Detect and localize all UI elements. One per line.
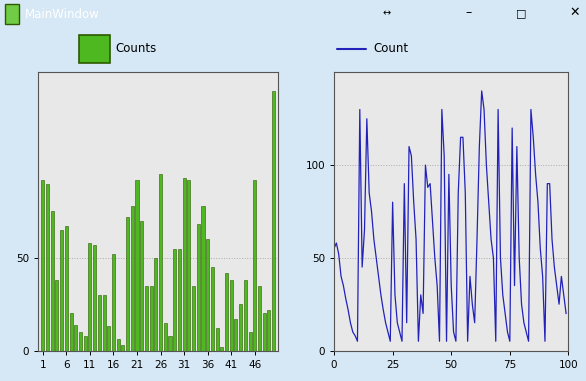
Text: ✕: ✕ — [569, 6, 580, 19]
Bar — [154, 258, 158, 351]
Bar — [70, 314, 73, 351]
Bar — [211, 267, 214, 351]
Bar — [234, 319, 237, 351]
Bar — [93, 245, 96, 351]
Bar — [107, 327, 110, 351]
Bar — [267, 310, 271, 351]
Bar — [202, 206, 205, 351]
Text: □: □ — [516, 8, 527, 18]
Bar — [126, 217, 129, 351]
Bar — [230, 280, 233, 351]
Bar — [65, 226, 68, 351]
Bar — [197, 224, 200, 351]
Bar — [131, 206, 134, 351]
Bar — [103, 295, 105, 351]
Text: –: – — [466, 6, 472, 19]
Bar — [79, 35, 110, 62]
Bar — [60, 230, 63, 351]
Bar — [84, 336, 87, 351]
Bar — [88, 243, 91, 351]
Bar — [220, 347, 223, 351]
Text: ↔: ↔ — [383, 8, 391, 18]
Bar — [244, 280, 247, 351]
Bar — [183, 178, 186, 351]
Bar — [121, 345, 124, 351]
Text: MainWindow: MainWindow — [25, 8, 100, 21]
Text: Count: Count — [373, 42, 408, 55]
Bar — [263, 314, 265, 351]
Bar — [79, 332, 82, 351]
Bar — [74, 325, 77, 351]
Bar — [163, 323, 167, 351]
Bar — [248, 332, 251, 351]
Bar — [145, 286, 148, 351]
Text: Counts: Counts — [115, 42, 156, 55]
Bar — [188, 180, 190, 351]
Bar — [135, 180, 138, 351]
Bar — [258, 286, 261, 351]
Bar — [46, 184, 49, 351]
Bar — [178, 248, 181, 351]
Bar — [98, 295, 101, 351]
Bar — [206, 239, 209, 351]
Bar — [253, 180, 256, 351]
Bar — [56, 280, 59, 351]
Bar — [112, 254, 115, 351]
Bar — [51, 211, 54, 351]
Bar — [41, 180, 45, 351]
Bar — [140, 221, 143, 351]
Bar — [168, 336, 172, 351]
Bar — [225, 273, 228, 351]
Bar — [216, 328, 219, 351]
Bar — [239, 304, 242, 351]
Bar — [173, 248, 176, 351]
Bar — [192, 286, 195, 351]
Bar — [5, 4, 19, 24]
Bar — [149, 286, 153, 351]
Bar — [159, 174, 162, 351]
Bar — [272, 91, 275, 351]
Bar — [117, 339, 120, 351]
